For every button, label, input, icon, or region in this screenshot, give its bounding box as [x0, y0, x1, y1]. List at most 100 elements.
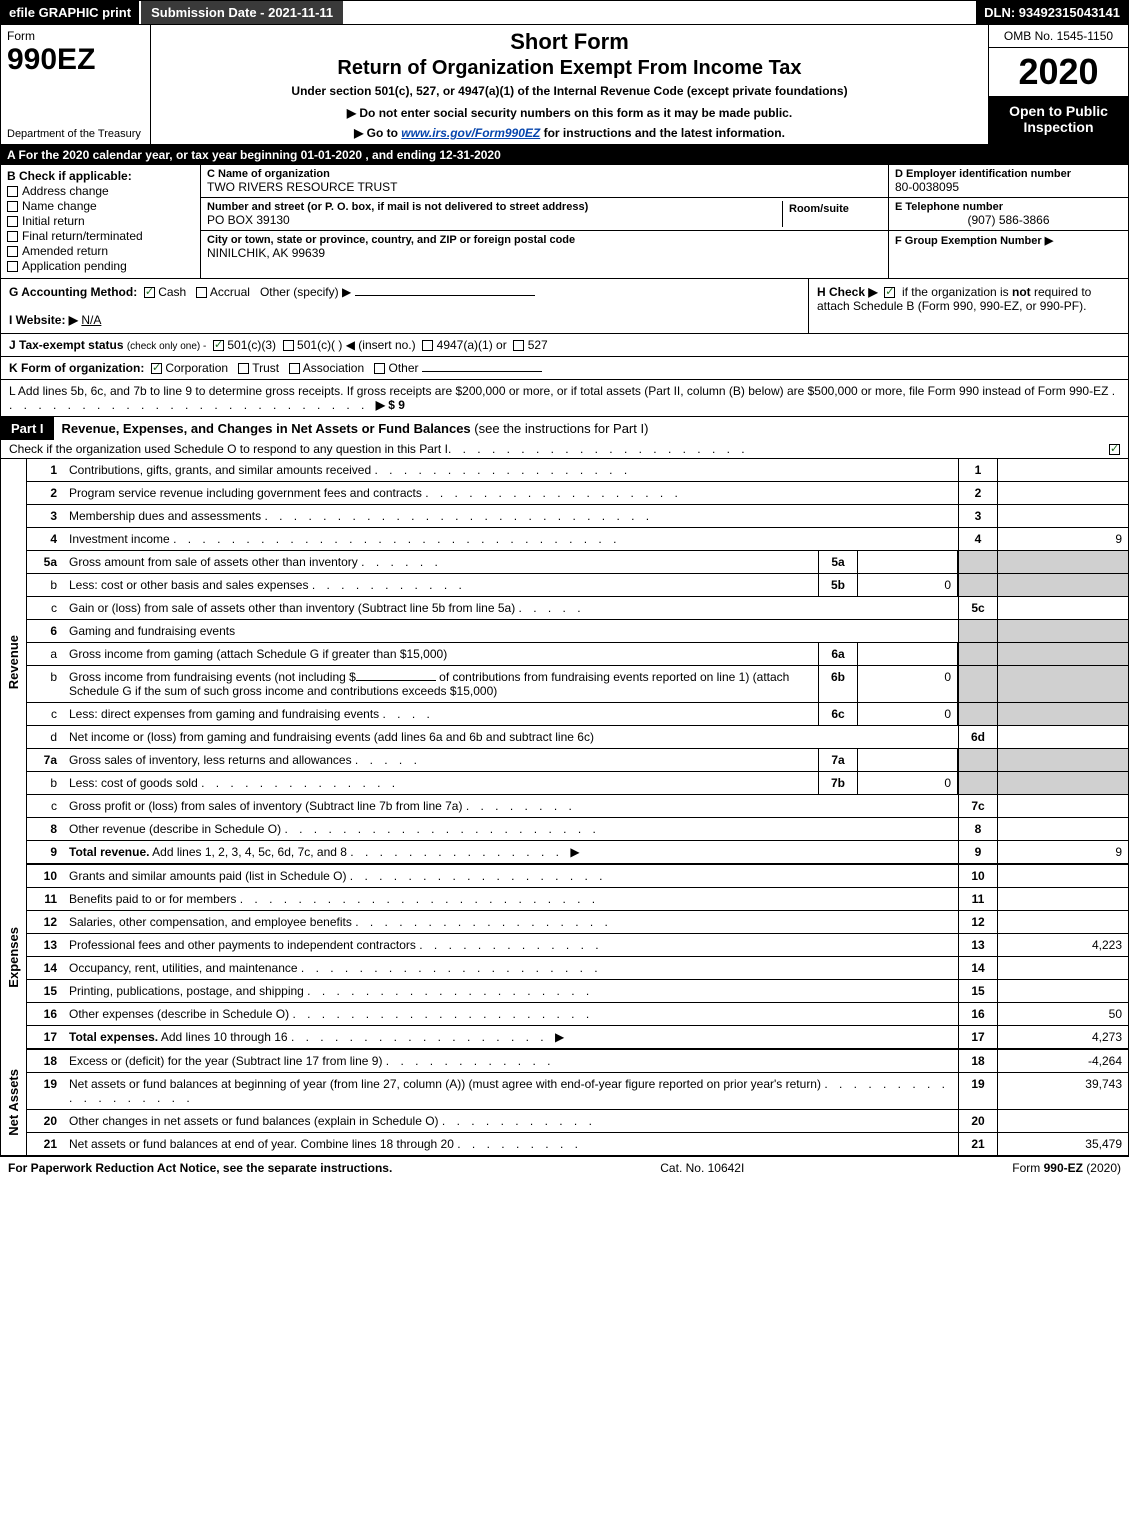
chk-address-change[interactable] [7, 186, 18, 197]
l1-desc: Contributions, gifts, grants, and simila… [63, 459, 958, 481]
omb-number: OMB No. 1545-1150 [989, 25, 1128, 48]
top-bar: efile GRAPHIC print Submission Date - 20… [0, 0, 1129, 25]
l5a-desc: Gross amount from sale of assets other t… [63, 551, 818, 573]
l6c-amt [998, 703, 1128, 725]
chk-cash[interactable] [144, 287, 155, 298]
l6c-rnum [958, 703, 998, 725]
l11-rnum: 11 [958, 888, 998, 910]
l16-num: 16 [27, 1003, 63, 1025]
department-label: Department of the Treasury [7, 128, 144, 140]
section-subtitle: Under section 501(c), 527, or 4947(a)(1)… [159, 84, 980, 98]
l15-rnum: 15 [958, 980, 998, 1002]
chk-trust[interactable] [238, 363, 249, 374]
l10-amt [998, 865, 1128, 887]
part1-dots: . . . . . . . . . . . . . . . . . . . . … [448, 442, 1109, 456]
expenses-section: Expenses 10Grants and similar amounts pa… [0, 865, 1129, 1050]
l14-rnum: 14 [958, 957, 998, 979]
h-label: H Check ▶ [817, 285, 878, 299]
chk-initial-return[interactable] [7, 216, 18, 227]
efile-print-label: efile GRAPHIC print [1, 1, 139, 24]
chk-accrual[interactable] [196, 287, 207, 298]
chk-amended-return[interactable] [7, 246, 18, 257]
ghi-left: G Accounting Method: Cash Accrual Other … [1, 279, 808, 333]
l9-desc: Total revenue. Add lines 1, 2, 3, 4, 5c,… [63, 841, 958, 863]
telephone-value: (907) 586-3866 [895, 213, 1122, 227]
l18-rnum: 18 [958, 1050, 998, 1072]
l8-desc: Other revenue (describe in Schedule O) .… [63, 818, 958, 840]
row-a-taxyear: A For the 2020 calendar year, or tax yea… [0, 145, 1129, 165]
l7c-amt [998, 795, 1128, 817]
lbl-501c3: 501(c)(3) [227, 338, 276, 352]
lbl-address-change: Address change [22, 184, 109, 198]
l6-num: 6 [27, 620, 63, 642]
chk-corporation[interactable] [151, 363, 162, 374]
l2-num: 2 [27, 482, 63, 504]
expenses-lines: 10Grants and similar amounts paid (list … [27, 865, 1128, 1050]
l18-amt: -4,264 [998, 1050, 1128, 1072]
netassets-section: Net Assets 18Excess or (deficit) for the… [0, 1050, 1129, 1156]
chk-other[interactable] [374, 363, 385, 374]
dln-label: DLN: 93492315043141 [976, 1, 1128, 24]
part1-header: Part I Revenue, Expenses, and Changes in… [0, 417, 1129, 459]
l15-desc: Printing, publications, postage, and shi… [63, 980, 958, 1002]
l3-amt [998, 505, 1128, 527]
chk-final-return[interactable] [7, 231, 18, 242]
l7b-amt [998, 772, 1128, 794]
revenue-label: Revenue [6, 635, 21, 689]
l21-num: 21 [27, 1133, 63, 1155]
section-ghi: G Accounting Method: Cash Accrual Other … [0, 279, 1129, 334]
revenue-lines: 1Contributions, gifts, grants, and simil… [27, 459, 1128, 865]
city-value: NINILCHIK, AK 99639 [207, 246, 882, 260]
l-text: L Add lines 5b, 6c, and 7b to line 9 to … [9, 384, 1108, 398]
l7b-desc: Less: cost of goods sold . . . . . . . .… [63, 772, 818, 794]
l7b-num: b [27, 772, 63, 794]
l5b-num: b [27, 574, 63, 596]
chk-4947[interactable] [422, 340, 433, 351]
short-form-title: Short Form [159, 29, 980, 55]
netassets-sidebar: Net Assets [1, 1050, 27, 1155]
l5c-rnum: 5c [958, 597, 998, 619]
l19-amt: 39,743 [998, 1073, 1128, 1109]
l7a-amt [998, 749, 1128, 771]
irs-link[interactable]: www.irs.gov/Form990EZ [401, 126, 540, 140]
l20-desc: Other changes in net assets or fund bala… [63, 1110, 958, 1132]
chk-501c[interactable] [283, 340, 294, 351]
l3-num: 3 [27, 505, 63, 527]
l4-amt: 9 [998, 528, 1128, 550]
chk-scheduleo[interactable] [1109, 444, 1120, 455]
org-name: TWO RIVERS RESOURCE TRUST [207, 180, 882, 194]
l10-desc: Grants and similar amounts paid (list in… [63, 865, 958, 887]
lbl-527: 527 [528, 338, 548, 352]
l21-rnum: 21 [958, 1133, 998, 1155]
l14-amt [998, 957, 1128, 979]
l8-rnum: 8 [958, 818, 998, 840]
chk-h[interactable] [884, 287, 895, 298]
chk-association[interactable] [289, 363, 300, 374]
ein-value: 80-0038095 [895, 180, 1122, 194]
lbl-association: Association [303, 361, 364, 375]
revenue-sidebar: Revenue [1, 459, 27, 865]
l7c-num: c [27, 795, 63, 817]
l6a-mlbl: 6a [818, 643, 858, 665]
header-right: OMB No. 1545-1150 2020 Open to Public In… [988, 25, 1128, 144]
chk-527[interactable] [513, 340, 524, 351]
block-b-through-f: B Check if applicable: Address change Na… [0, 165, 1129, 279]
l18-desc: Excess or (deficit) for the year (Subtra… [63, 1050, 958, 1072]
c-label: C Name of organization [207, 168, 882, 180]
l6d-amt [998, 726, 1128, 748]
addr-value: PO BOX 39130 [207, 213, 782, 227]
l8-amt [998, 818, 1128, 840]
instructions-link-row: ▶ Go to www.irs.gov/Form990EZ for instru… [159, 126, 980, 140]
l5b-desc: Less: cost or other basis and sales expe… [63, 574, 818, 596]
revenue-section: Revenue 1Contributions, gifts, grants, a… [0, 459, 1129, 865]
l6-rnum [958, 620, 998, 642]
chk-name-change[interactable] [7, 201, 18, 212]
l17-amt: 4,273 [998, 1026, 1128, 1048]
l7b-mval: 0 [858, 772, 958, 794]
chk-501c3[interactable] [213, 340, 224, 351]
other-line [422, 371, 542, 372]
l5a-num: 5a [27, 551, 63, 573]
chk-application-pending[interactable] [7, 261, 18, 272]
l12-desc: Salaries, other compensation, and employ… [63, 911, 958, 933]
l5c-num: c [27, 597, 63, 619]
